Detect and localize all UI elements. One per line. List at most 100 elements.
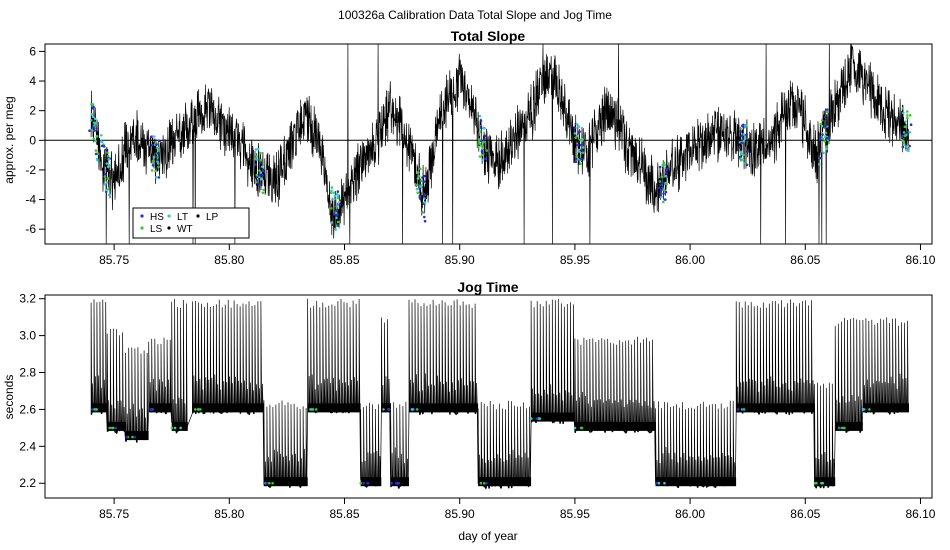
calibration-marker — [125, 435, 129, 439]
x-tick-label: 85.80 — [214, 253, 244, 267]
calibration-marker — [663, 189, 666, 192]
calibration-marker — [663, 163, 667, 167]
calibration-marker — [100, 134, 103, 137]
calibration-marker — [739, 127, 742, 130]
calibration-marker — [664, 190, 668, 194]
jog-time-band — [390, 477, 409, 487]
calibration-marker — [155, 167, 158, 170]
calibration-marker — [743, 137, 747, 141]
x-tick-label: 85.85 — [329, 507, 359, 521]
calibration-marker — [104, 148, 108, 151]
y-tick-label: 3.2 — [19, 292, 36, 306]
calibration-marker — [825, 147, 828, 151]
calibration-marker — [95, 127, 98, 130]
legend-marker-ls — [140, 226, 144, 230]
calibration-marker — [395, 481, 398, 485]
calibration-marker — [258, 173, 262, 177]
calibration-marker — [664, 198, 667, 201]
calibration-marker — [254, 148, 258, 151]
y-tick-label: 2.8 — [19, 366, 36, 380]
calibration-marker — [150, 169, 154, 172]
calibration-marker — [538, 417, 542, 420]
y-tick-label: -6 — [25, 222, 36, 236]
calibration-marker — [744, 125, 747, 129]
jog-time-band — [360, 477, 382, 487]
calibration-marker — [310, 408, 314, 411]
legend-marker-wt — [167, 226, 171, 230]
calibration-marker — [480, 139, 483, 142]
calibration-marker — [818, 156, 822, 160]
calibration-marker — [823, 140, 827, 143]
calibration-marker — [906, 116, 909, 120]
legend-box — [132, 207, 250, 239]
x-tick-label: 86.00 — [675, 507, 705, 521]
jog-time-band — [736, 403, 815, 413]
calibration-marker — [95, 408, 98, 411]
calibration-marker — [661, 186, 664, 189]
calibration-marker — [397, 481, 401, 485]
calibration-marker — [575, 155, 579, 158]
calibration-marker — [90, 113, 94, 116]
jog-time-band — [107, 421, 126, 431]
jog-time-band — [478, 477, 532, 487]
calibration-marker — [416, 177, 420, 180]
calibration-marker — [156, 160, 159, 164]
calibration-marker — [662, 200, 665, 204]
calibration-marker — [823, 115, 827, 119]
calibration-marker — [156, 146, 159, 150]
jog-time-band — [125, 431, 149, 441]
calibration-marker — [329, 191, 333, 194]
calibration-marker — [333, 194, 337, 198]
calibration-marker — [825, 145, 829, 148]
total-slope-series-line — [90, 43, 910, 245]
calibration-marker — [416, 191, 420, 194]
calibration-marker — [96, 152, 100, 155]
calibration-marker — [742, 408, 746, 411]
calibration-marker — [256, 147, 260, 151]
calibration-marker — [259, 151, 262, 155]
calibration-marker — [334, 211, 338, 215]
x-tick-label: 86.00 — [675, 253, 705, 267]
calibration-marker — [478, 142, 482, 146]
calibration-marker — [905, 133, 908, 136]
calibration-marker — [662, 161, 666, 164]
figure-suptitle: 100326a Calibration Data Total Slope and… — [338, 8, 612, 22]
calibration-marker — [255, 175, 259, 179]
calibration-marker — [904, 120, 907, 123]
calibration-marker — [335, 205, 339, 208]
calibration-marker — [477, 145, 480, 149]
y-tick-label: 0 — [29, 133, 36, 147]
calibration-marker — [95, 135, 99, 138]
jog-time-data — [90, 298, 909, 490]
calibration-marker — [909, 123, 913, 126]
x-axis-label: day of year — [458, 529, 517, 543]
jog-time-band — [835, 421, 863, 431]
calibration-marker — [665, 182, 668, 186]
calibration-marker — [336, 194, 340, 197]
calibration-marker — [390, 481, 393, 485]
calibration-marker — [333, 197, 336, 201]
calibration-marker — [577, 150, 581, 153]
calibration-marker — [411, 408, 414, 411]
calibration-marker — [151, 159, 155, 163]
calibration-marker — [94, 139, 97, 143]
calibration-marker — [736, 408, 740, 411]
calibration-marker — [665, 169, 668, 172]
calibration-marker — [157, 149, 160, 152]
calibration-marker — [905, 148, 909, 152]
calibration-marker — [415, 187, 419, 191]
total-slope-ylabel: approx. per meg — [2, 96, 16, 183]
calibration-marker — [90, 128, 94, 132]
calibration-marker — [421, 211, 425, 214]
calibration-marker — [737, 155, 741, 159]
calibration-marker — [338, 200, 341, 204]
calibration-marker — [743, 162, 747, 165]
calibration-marker — [477, 140, 481, 144]
legend-label-hs: HS — [150, 212, 164, 223]
calibration-marker — [382, 408, 385, 411]
calibration-marker — [100, 140, 104, 144]
calibration-marker — [314, 408, 318, 411]
calibration-marker — [478, 155, 482, 158]
calibration-marker — [260, 177, 263, 181]
jog-time-band — [263, 477, 308, 487]
